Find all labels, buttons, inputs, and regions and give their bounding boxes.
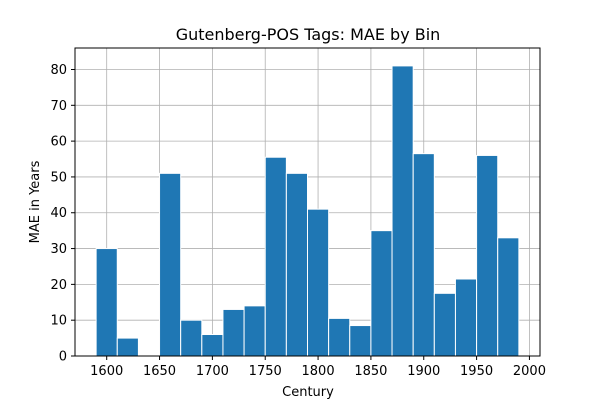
y-tick-label-60: 60 (50, 135, 67, 150)
x-tick-label-1950: 1950 (460, 364, 493, 379)
y-axis-label: MAE in Years (28, 160, 43, 243)
bar-1820 (328, 317, 351, 357)
bar-1760 (264, 156, 287, 357)
x-tick-label-1850: 1850 (354, 364, 387, 379)
bar-1920 (433, 292, 456, 357)
bar-1740 (243, 305, 266, 357)
bar-1880 (391, 65, 414, 357)
x-tick-label-2000: 2000 (513, 364, 546, 379)
y-tick-label-0: 0 (59, 350, 67, 365)
bar-1700 (201, 334, 224, 357)
bar-1900 (412, 153, 435, 357)
y-tick-label-80: 80 (50, 63, 67, 78)
bar-1720 (222, 308, 245, 357)
bar-1800 (307, 208, 330, 357)
y-tick-label-30: 30 (50, 242, 67, 257)
y-tick-label-50: 50 (50, 170, 67, 185)
x-axis-label: Century (282, 385, 334, 400)
y-tick-label-20: 20 (50, 278, 67, 293)
x-tick-label-1600: 1600 (90, 364, 123, 379)
bar-1860 (370, 230, 393, 357)
x-tick-label-1900: 1900 (407, 364, 440, 379)
bar-1620 (116, 337, 139, 357)
chart-title: Gutenberg-POS Tags: MAE by Bin (176, 25, 441, 44)
axis-ticks: 1600 1650 1700 1750 1800 1850 1900 1950 2000 0 10 2… (50, 63, 546, 379)
x-tick-label-1650: 1650 (143, 364, 176, 379)
bar-1980 (497, 237, 520, 357)
bar-1660 (159, 172, 182, 357)
bar-1600 (95, 248, 118, 357)
x-tick-label-1750: 1750 (249, 364, 282, 379)
plot-frame (74, 47, 541, 357)
y-tick-label-10: 10 (50, 314, 67, 329)
bar-1960 (476, 154, 499, 357)
bar-1680 (180, 319, 203, 357)
bar-1940 (454, 278, 478, 357)
bar-1780 (285, 172, 309, 357)
x-tick-label-1800: 1800 (302, 364, 335, 379)
y-tick-label-40: 40 (50, 206, 67, 221)
bars (95, 65, 520, 357)
bar-1840 (349, 325, 372, 357)
x-tick-label-1700: 1700 (196, 364, 229, 379)
y-tick-label-70: 70 (50, 99, 67, 114)
